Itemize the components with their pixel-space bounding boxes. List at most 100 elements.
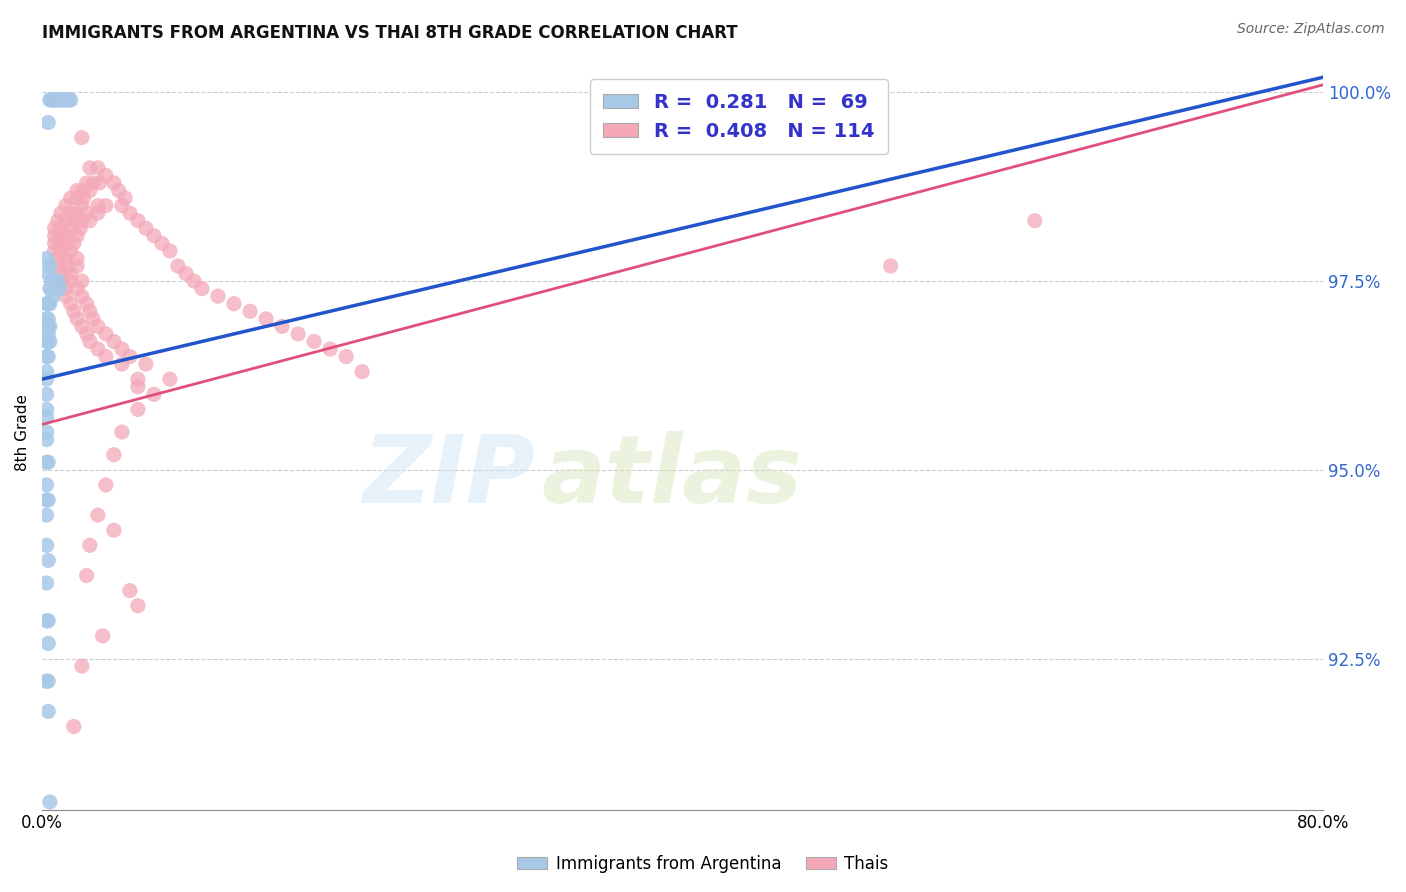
Legend: R =  0.281   N =  69, R =  0.408   N = 114: R = 0.281 N = 69, R = 0.408 N = 114 <box>589 79 889 154</box>
Point <box>42 289 65 303</box>
Point <box>59 274 82 288</box>
Point <box>35 409 58 424</box>
Point <box>183 274 205 288</box>
Point <box>35 296 58 310</box>
Point <box>159 372 181 386</box>
Point <box>87 198 110 212</box>
Point <box>42 93 65 107</box>
Point <box>35 252 58 266</box>
Point <box>44 244 66 258</box>
Point <box>38 296 60 310</box>
Point <box>35 372 58 386</box>
Point <box>118 350 141 364</box>
Point <box>56 93 79 107</box>
Point <box>44 274 66 288</box>
Point <box>37 350 59 364</box>
Point <box>142 228 165 243</box>
Point <box>53 93 76 107</box>
Point <box>37 493 59 508</box>
Point <box>76 296 98 310</box>
Point <box>37 553 59 567</box>
Point <box>79 161 101 175</box>
Point <box>41 282 63 296</box>
Point <box>35 433 58 447</box>
Point <box>42 93 65 107</box>
Text: Source: ZipAtlas.com: Source: ZipAtlas.com <box>1237 22 1385 37</box>
Point <box>70 289 93 303</box>
Point <box>127 213 149 227</box>
Point <box>66 252 89 266</box>
Text: atlas: atlas <box>541 432 803 524</box>
Point <box>1024 213 1046 227</box>
Point <box>38 93 60 107</box>
Point <box>37 326 59 341</box>
Point <box>59 206 82 220</box>
Point <box>254 311 277 326</box>
Point <box>87 508 110 522</box>
Point <box>94 350 117 364</box>
Point <box>207 289 229 303</box>
Point <box>111 342 134 356</box>
Point <box>79 184 101 198</box>
Point <box>70 130 93 145</box>
Point <box>38 334 60 349</box>
Point <box>37 455 59 469</box>
Point <box>66 191 89 205</box>
Point <box>46 259 69 273</box>
Point <box>55 282 77 296</box>
Point <box>37 115 59 129</box>
Point <box>49 228 72 243</box>
Point <box>167 259 190 273</box>
Point <box>159 244 181 258</box>
Point <box>111 425 134 439</box>
Point <box>222 296 245 310</box>
Point <box>45 93 67 107</box>
Point <box>35 614 58 628</box>
Point <box>63 719 86 733</box>
Point <box>35 455 58 469</box>
Point <box>302 334 325 349</box>
Point <box>66 228 89 243</box>
Point <box>127 372 149 386</box>
Point <box>66 206 89 220</box>
Point <box>37 614 59 628</box>
Point <box>335 350 357 364</box>
Point <box>38 319 60 334</box>
Point <box>94 478 117 492</box>
Point <box>38 282 60 296</box>
Point <box>879 259 901 273</box>
Point <box>46 93 69 107</box>
Point <box>142 387 165 401</box>
Point <box>52 93 75 107</box>
Point <box>56 236 79 251</box>
Point <box>70 213 93 227</box>
Point <box>59 191 82 205</box>
Point <box>76 206 98 220</box>
Point <box>59 267 82 281</box>
Point <box>44 221 66 235</box>
Point <box>44 282 66 296</box>
Point <box>55 252 77 266</box>
Point <box>70 659 93 673</box>
Point <box>271 319 294 334</box>
Legend: Immigrants from Argentina, Thais: Immigrants from Argentina, Thais <box>510 848 896 880</box>
Point <box>191 282 214 296</box>
Point <box>35 311 58 326</box>
Point <box>59 244 82 258</box>
Point <box>118 206 141 220</box>
Point <box>352 365 374 379</box>
Point <box>66 184 89 198</box>
Point <box>41 93 63 107</box>
Y-axis label: 8th Grade: 8th Grade <box>15 393 30 471</box>
Point <box>287 326 309 341</box>
Point <box>87 319 110 334</box>
Point <box>59 296 82 310</box>
Point <box>72 184 94 198</box>
Point <box>107 184 129 198</box>
Point <box>37 636 59 650</box>
Point <box>127 402 149 417</box>
Point <box>89 176 111 190</box>
Point <box>37 334 59 349</box>
Point <box>49 274 72 288</box>
Point <box>45 282 67 296</box>
